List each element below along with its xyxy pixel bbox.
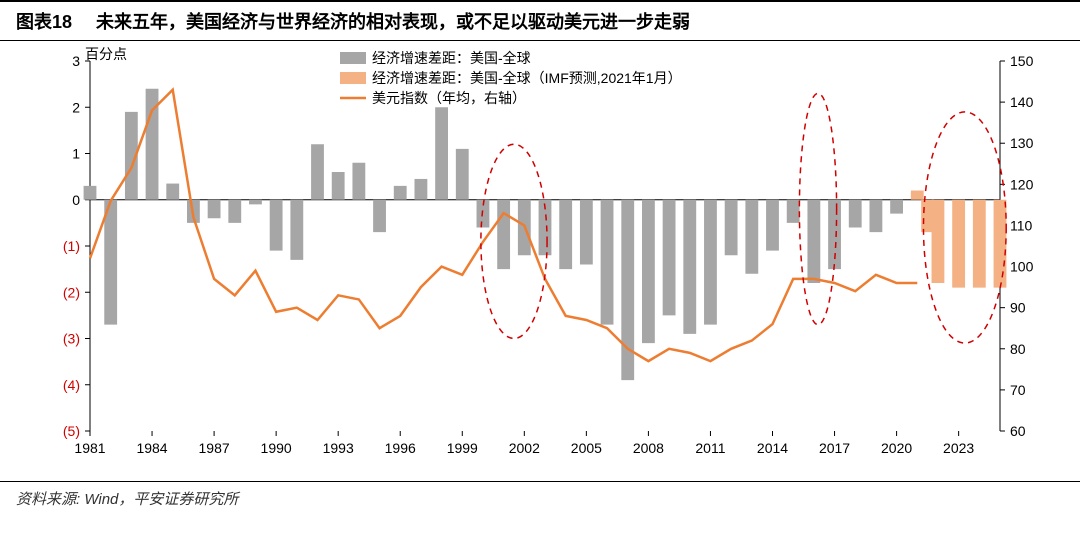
svg-text:1993: 1993	[323, 440, 354, 456]
svg-text:0: 0	[72, 192, 80, 208]
svg-text:70: 70	[1010, 382, 1026, 398]
chart-svg: 3 2 1 0 (1) (2) (3) (4) (5) 百分点 150 140 130 120 110 100…	[0, 41, 1080, 481]
svg-text:2017: 2017	[819, 440, 850, 456]
svg-text:百分点: 百分点	[85, 46, 127, 62]
svg-text:100: 100	[1010, 259, 1034, 275]
svg-text:2014: 2014	[757, 440, 788, 456]
svg-text:80: 80	[1010, 341, 1026, 357]
figure-header: 图表18 未来五年，美国经济与世界经济的相对表现，或不足以驱动美元进一步走弱	[0, 0, 1080, 41]
svg-text:140: 140	[1010, 94, 1034, 110]
svg-text:1990: 1990	[261, 440, 292, 456]
svg-text:美元指数（年均，右轴）: 美元指数（年均，右轴）	[372, 90, 526, 106]
svg-text:2005: 2005	[571, 440, 602, 456]
svg-text:1987: 1987	[199, 440, 230, 456]
svg-text:(3): (3)	[63, 331, 80, 347]
svg-text:1984: 1984	[136, 440, 167, 456]
svg-text:2: 2	[72, 99, 80, 115]
svg-text:60: 60	[1010, 423, 1026, 439]
svg-text:2020: 2020	[881, 440, 912, 456]
svg-text:120: 120	[1010, 176, 1034, 192]
svg-text:2023: 2023	[943, 440, 974, 456]
figure-title: 未来五年，美国经济与世界经济的相对表现，或不足以驱动美元进一步走弱	[96, 8, 690, 34]
svg-text:(1): (1)	[63, 238, 80, 254]
svg-text:经济增速差距：美国-全球（IMF预测,2021年1月）: 经济增速差距：美国-全球（IMF预测,2021年1月）	[372, 70, 682, 86]
svg-text:2008: 2008	[633, 440, 664, 456]
svg-text:1981: 1981	[74, 440, 105, 456]
svg-text:150: 150	[1010, 53, 1034, 69]
svg-text:(5): (5)	[63, 423, 80, 439]
svg-text:1: 1	[72, 146, 80, 162]
svg-text:90: 90	[1010, 300, 1026, 316]
svg-text:(2): (2)	[63, 284, 80, 300]
svg-text:2011: 2011	[695, 440, 725, 456]
chart-area: 3 2 1 0 (1) (2) (3) (4) (5) 百分点 150 140 130 120 110 100…	[0, 41, 1080, 481]
svg-text:经济增速差距：美国-全球: 经济增速差距：美国-全球	[372, 50, 531, 66]
svg-text:1996: 1996	[385, 440, 416, 456]
svg-text:3: 3	[72, 53, 80, 69]
svg-text:1999: 1999	[447, 440, 478, 456]
figure-footer: 资料来源: Wind，平安证券研究所	[0, 481, 1080, 515]
svg-text:130: 130	[1010, 135, 1034, 151]
svg-text:110: 110	[1010, 217, 1033, 233]
source-text: 资料来源: Wind，平安证券研究所	[16, 491, 238, 508]
svg-text:2002: 2002	[509, 440, 540, 456]
svg-text:(4): (4)	[63, 377, 80, 393]
figure-label: 图表18	[16, 8, 72, 34]
